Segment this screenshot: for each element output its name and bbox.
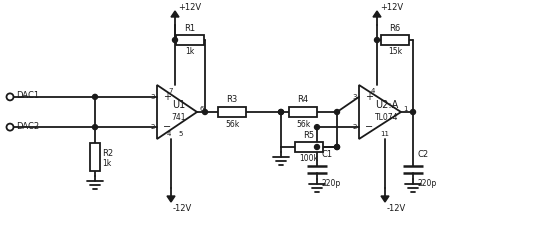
Text: U2:A: U2:A	[375, 100, 399, 110]
Text: R6: R6	[389, 24, 400, 33]
Text: C2: C2	[418, 150, 429, 159]
Text: 56k: 56k	[225, 120, 239, 129]
Bar	[90, 143, 100, 171]
Circle shape	[173, 37, 178, 42]
Text: 1k: 1k	[102, 159, 111, 168]
Text: R5: R5	[304, 131, 315, 140]
Text: 7: 7	[169, 88, 173, 94]
Text: +: +	[163, 92, 171, 102]
Text: 4: 4	[370, 88, 375, 94]
Circle shape	[92, 125, 97, 130]
Bar	[176, 35, 204, 45]
Text: 6: 6	[199, 106, 203, 112]
Text: -12V: -12V	[387, 204, 406, 213]
Text: -12V: -12V	[173, 204, 192, 213]
Polygon shape	[381, 196, 389, 202]
Text: 56k: 56k	[296, 120, 310, 129]
Text: C1: C1	[322, 150, 333, 159]
Circle shape	[7, 124, 13, 131]
Bar	[289, 107, 317, 117]
Circle shape	[335, 144, 340, 150]
Polygon shape	[171, 11, 179, 17]
Bar	[295, 142, 323, 152]
Text: U1: U1	[172, 100, 185, 110]
Text: 220p: 220p	[322, 179, 341, 188]
Text: 220p: 220p	[418, 179, 437, 188]
Circle shape	[203, 109, 208, 114]
Text: DAC2: DAC2	[16, 122, 39, 131]
Text: +: +	[365, 92, 373, 102]
Polygon shape	[373, 11, 381, 17]
Circle shape	[315, 125, 320, 130]
Text: +12V: +12V	[178, 3, 201, 12]
Text: TL074: TL074	[375, 113, 399, 121]
Bar	[218, 107, 246, 117]
Circle shape	[7, 93, 13, 100]
Text: −: −	[365, 122, 373, 132]
Circle shape	[335, 109, 340, 114]
Text: R3: R3	[226, 95, 238, 104]
Circle shape	[278, 109, 284, 114]
Circle shape	[278, 109, 284, 114]
Circle shape	[411, 109, 416, 114]
Circle shape	[335, 144, 340, 150]
Circle shape	[92, 94, 97, 99]
Text: 1k: 1k	[185, 47, 194, 56]
Text: DAC1: DAC1	[16, 91, 39, 100]
Text: −: −	[163, 122, 171, 132]
Text: 4: 4	[167, 131, 171, 137]
Text: 1: 1	[403, 106, 408, 112]
Text: +12V: +12V	[380, 3, 403, 12]
Text: 3: 3	[353, 94, 357, 100]
Text: 741: 741	[172, 113, 186, 121]
Text: 5: 5	[178, 131, 182, 137]
Circle shape	[374, 37, 379, 42]
Bar	[381, 35, 409, 45]
Text: 2: 2	[150, 124, 155, 130]
Polygon shape	[167, 196, 175, 202]
Text: R1: R1	[184, 24, 196, 33]
Text: 11: 11	[380, 131, 389, 137]
Circle shape	[315, 144, 320, 150]
Text: R4: R4	[297, 95, 309, 104]
Text: 100k: 100k	[300, 154, 319, 163]
Text: R2: R2	[102, 149, 113, 158]
Text: 15k: 15k	[388, 47, 402, 56]
Text: 3: 3	[150, 94, 155, 100]
Text: 2: 2	[353, 124, 357, 130]
